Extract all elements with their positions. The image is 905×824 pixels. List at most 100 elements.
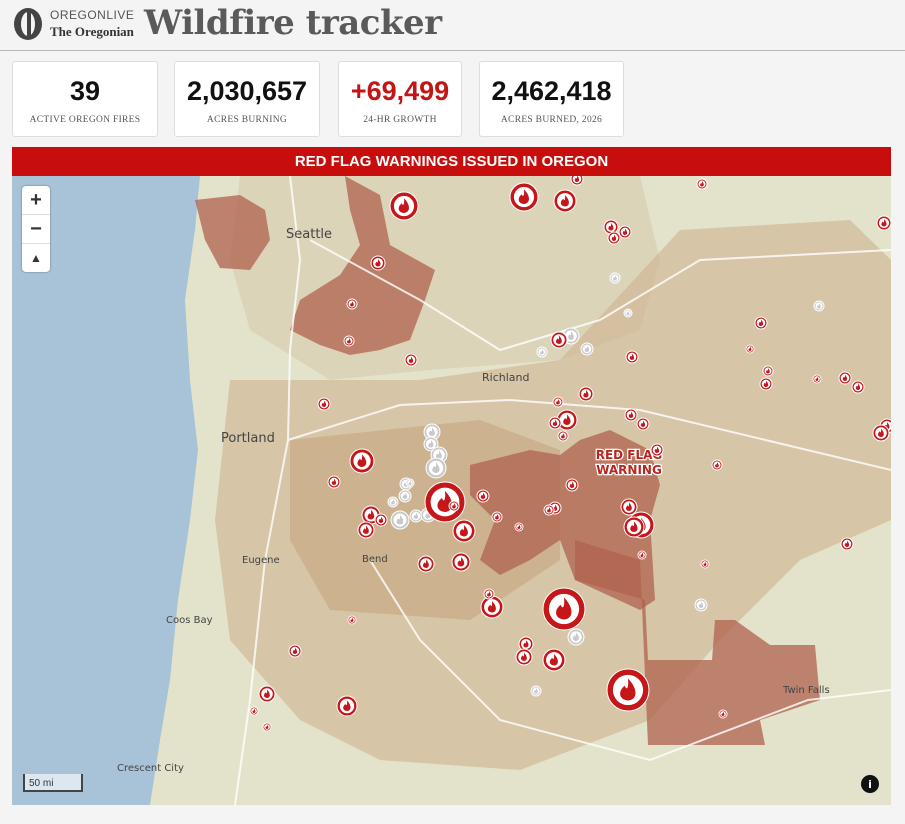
fire-marker[interactable] — [618, 225, 632, 239]
fire-marker[interactable] — [346, 298, 358, 310]
flame — [622, 228, 628, 235]
flame — [480, 492, 486, 499]
fire-marker[interactable] — [754, 316, 768, 330]
fire-marker[interactable] — [548, 416, 562, 430]
flame — [640, 420, 646, 427]
fire-marker[interactable] — [542, 648, 566, 672]
fire-marker[interactable] — [374, 513, 388, 527]
fire-marker[interactable] — [637, 550, 647, 560]
fire-marker[interactable] — [813, 300, 825, 312]
fire-marker[interactable] — [543, 504, 555, 516]
fire-marker[interactable] — [424, 481, 466, 523]
fire-marker[interactable] — [607, 231, 621, 245]
fire-marker[interactable] — [347, 615, 357, 625]
fire-marker[interactable] — [423, 436, 439, 452]
fire-marker[interactable] — [759, 377, 773, 391]
fire-marker[interactable] — [745, 344, 755, 354]
fire-marker[interactable] — [624, 408, 638, 422]
fire-marker[interactable] — [336, 695, 358, 717]
fire-marker[interactable] — [603, 219, 619, 235]
zoom-in[interactable]: + — [22, 186, 50, 215]
fire-marker[interactable] — [357, 521, 375, 539]
fire-marker[interactable] — [405, 478, 415, 488]
fire-marker[interactable] — [557, 430, 569, 442]
fire-marker[interactable] — [514, 522, 524, 532]
fire-marker[interactable] — [349, 448, 375, 474]
brand-top: OREGONLIVE — [50, 8, 135, 22]
fire-marker[interactable] — [552, 396, 564, 408]
flame — [428, 427, 435, 436]
fire-marker[interactable] — [872, 424, 890, 442]
fire-marker[interactable] — [288, 644, 302, 658]
fire-marker[interactable] — [448, 500, 460, 512]
flame — [378, 516, 384, 523]
fire-marker[interactable] — [515, 648, 533, 666]
fire-marker[interactable] — [851, 380, 865, 394]
fire-marker[interactable] — [696, 178, 708, 190]
fire-marker[interactable] — [317, 397, 331, 411]
red-flag-banner: RED FLAG WARNINGS ISSUED IN OREGON — [12, 147, 891, 176]
fire-marker[interactable] — [812, 374, 822, 384]
flame — [350, 617, 354, 622]
flame — [855, 383, 861, 390]
fire-marker[interactable] — [700, 559, 710, 569]
fire-marker[interactable] — [565, 478, 579, 492]
fire-marker[interactable] — [718, 709, 728, 719]
fire-marker[interactable] — [623, 308, 633, 318]
header: OREGONLIVE The Oregonian Wildfire tracke… — [0, 0, 905, 51]
fire-marker[interactable] — [762, 365, 774, 377]
fire-marker[interactable] — [876, 215, 891, 231]
fire-marker[interactable] — [840, 537, 854, 551]
flame — [347, 338, 351, 344]
fire-marker[interactable] — [262, 722, 272, 732]
fire-marker[interactable] — [491, 511, 503, 523]
fire-marker[interactable] — [636, 417, 650, 431]
fire-marker[interactable] — [711, 459, 723, 471]
fire-marker[interactable] — [370, 255, 386, 271]
fire-marker[interactable] — [258, 685, 276, 703]
fire-marker[interactable] — [553, 189, 577, 213]
flame — [547, 507, 551, 513]
fire-marker[interactable] — [327, 475, 341, 489]
fire-marker[interactable] — [650, 443, 664, 457]
ocean — [12, 176, 200, 805]
fire-marker[interactable] — [567, 628, 585, 646]
map[interactable]: Seattle Richland Portland Eugene Bend Co… — [12, 176, 891, 805]
fire-marker[interactable] — [452, 519, 476, 543]
fire-marker[interactable] — [570, 176, 584, 186]
fire-marker[interactable] — [398, 489, 412, 503]
fire-marker[interactable] — [249, 706, 259, 716]
fire-marker[interactable] — [509, 182, 539, 212]
fire-marker[interactable] — [606, 668, 650, 712]
fire-marker[interactable] — [389, 191, 419, 221]
fire-marker[interactable] — [451, 552, 471, 572]
fire-marker[interactable] — [417, 555, 435, 573]
fire-marker[interactable] — [480, 595, 504, 619]
zoom-out[interactable]: − — [22, 215, 50, 244]
fire-marker[interactable] — [343, 335, 355, 347]
fire-marker[interactable] — [409, 509, 423, 523]
fire-marker[interactable] — [625, 350, 639, 364]
fire-marker[interactable] — [390, 510, 410, 530]
fire-marker[interactable] — [542, 587, 586, 631]
flame — [556, 399, 560, 405]
compass[interactable]: ▲ — [30, 251, 42, 265]
fire-marker[interactable] — [578, 386, 594, 402]
fire-marker[interactable] — [483, 588, 495, 600]
fire-marker[interactable] — [580, 342, 594, 356]
info-button[interactable] — [861, 775, 879, 793]
fire-marker[interactable] — [609, 272, 621, 284]
fire-marker[interactable] — [425, 457, 447, 479]
fire-marker[interactable] — [694, 598, 708, 612]
fire-marker[interactable] — [620, 498, 638, 516]
fire-marker[interactable] — [838, 371, 852, 385]
fire-marker[interactable] — [550, 331, 568, 349]
fire-markers — [249, 176, 891, 732]
fire-marker[interactable] — [530, 685, 542, 697]
fire-marker[interactable] — [536, 346, 548, 358]
red-flag-area — [290, 176, 435, 355]
fire-marker[interactable] — [404, 353, 418, 367]
fire-marker[interactable] — [387, 496, 399, 508]
fire-marker[interactable] — [476, 489, 490, 503]
fire-marker[interactable] — [623, 516, 645, 538]
